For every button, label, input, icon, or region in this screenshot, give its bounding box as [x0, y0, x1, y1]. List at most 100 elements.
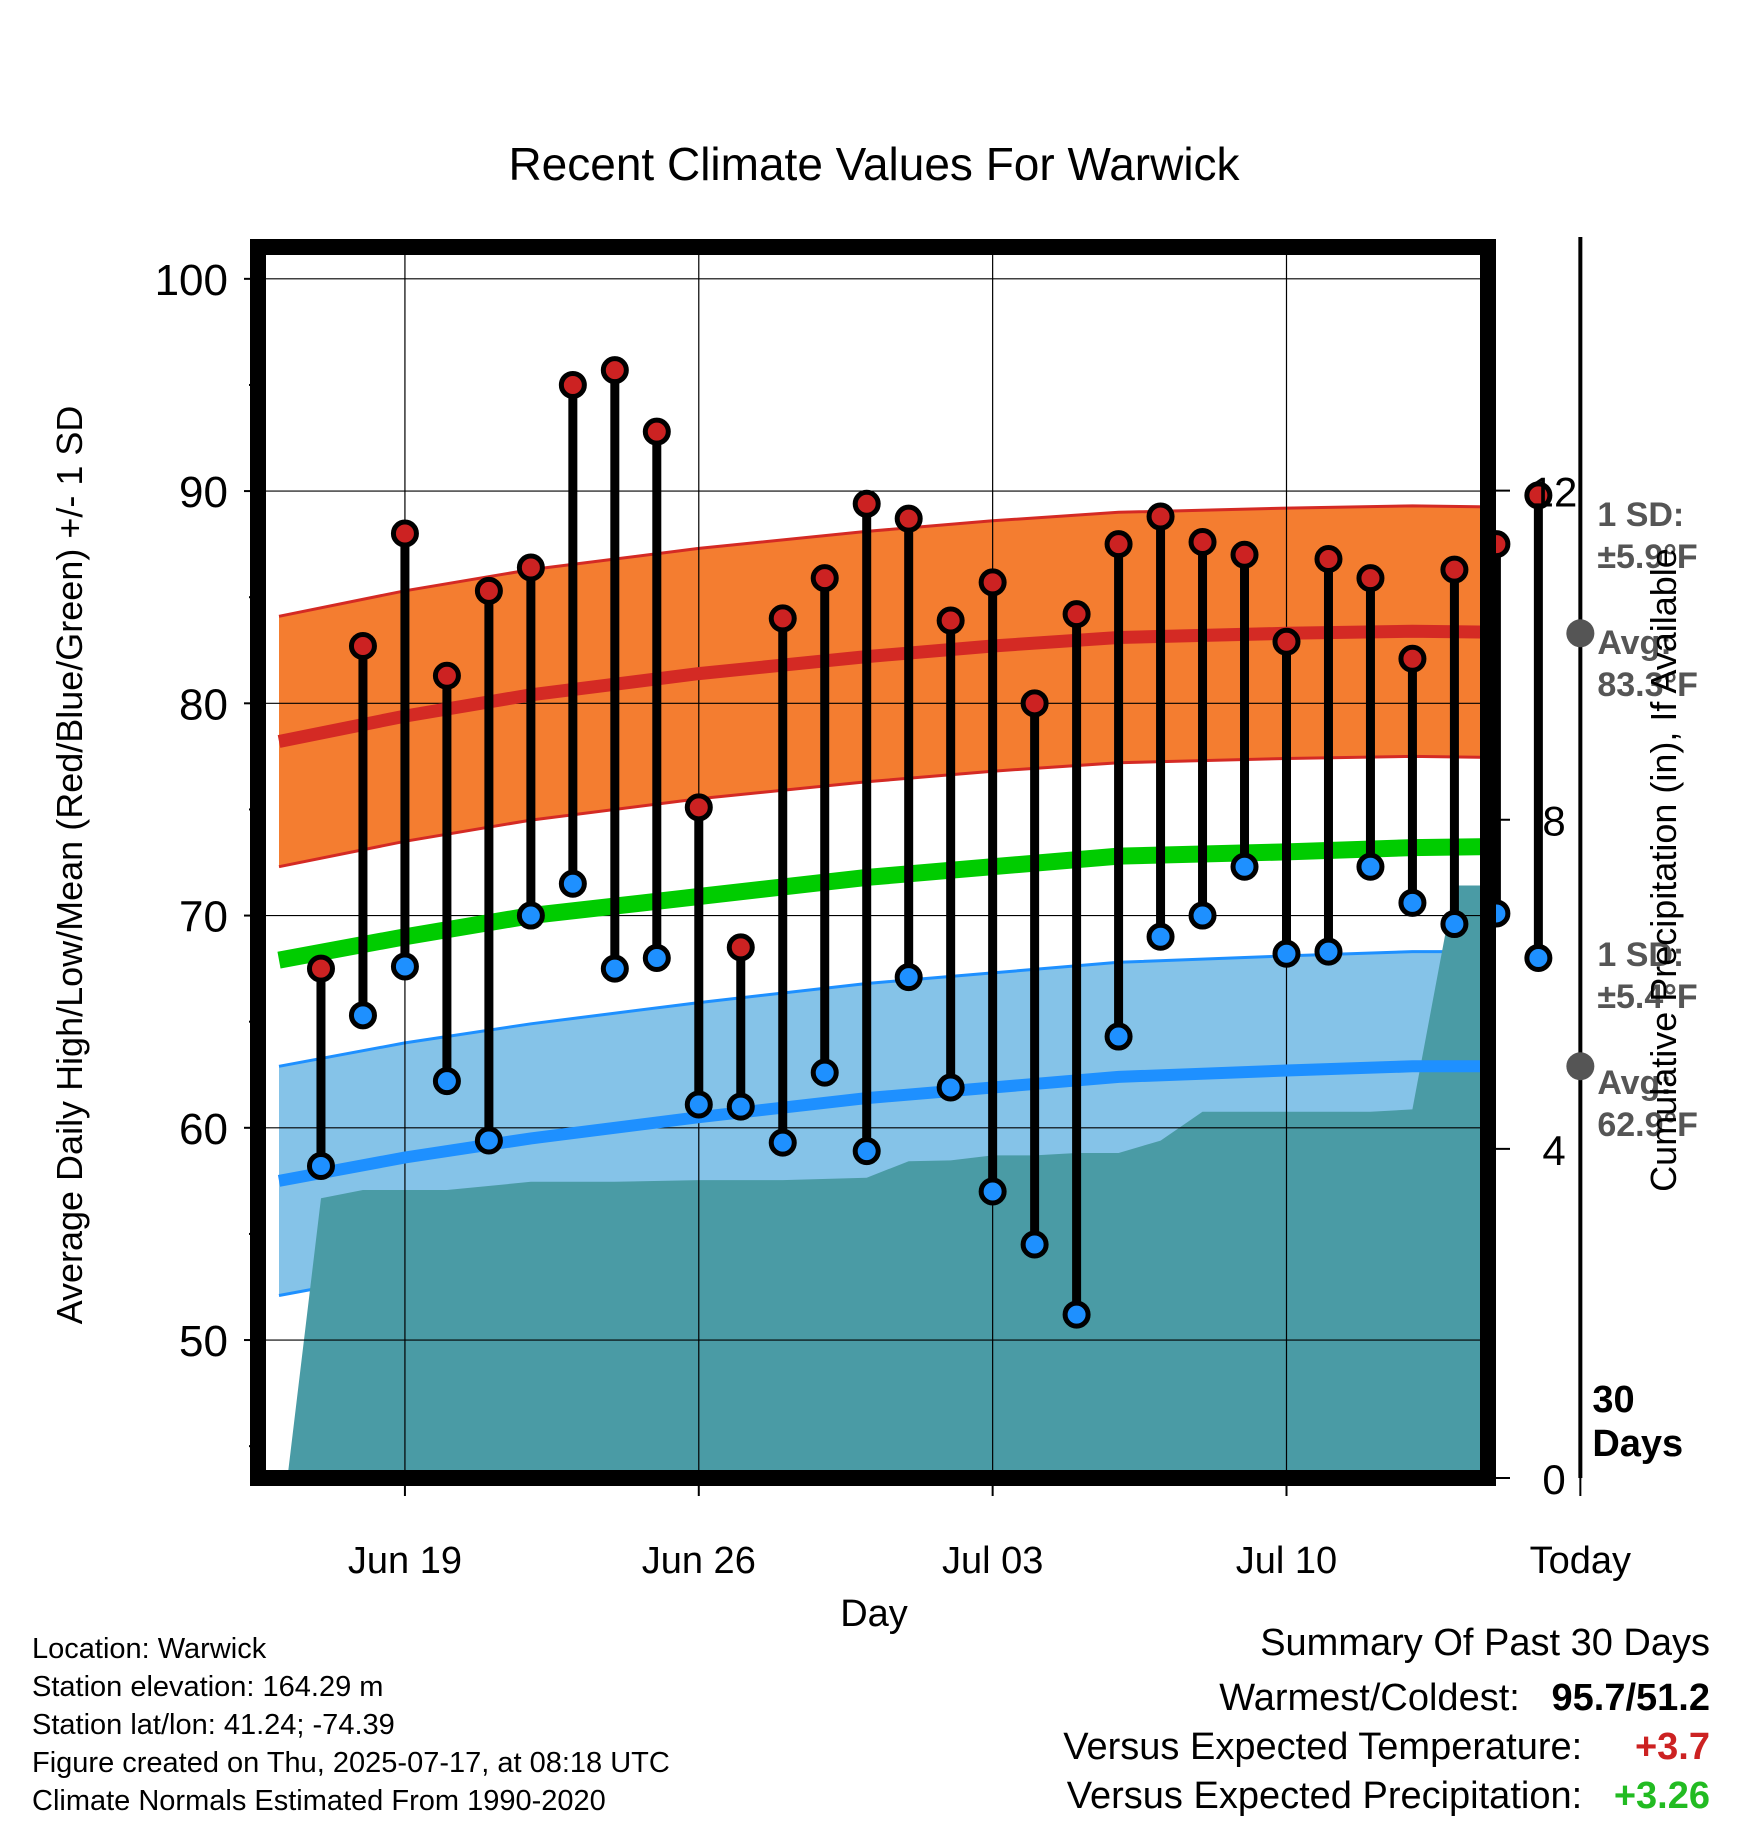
y-tick-label-left: 100	[155, 256, 228, 305]
x-tick-label: Jul 03	[942, 1540, 1043, 1582]
low-point	[1104, 1022, 1133, 1051]
low-avg-annotation: Avg: 62.9°F	[1597, 1064, 1698, 1144]
high-point	[1062, 600, 1091, 629]
low-point	[810, 1058, 839, 1087]
low-avg-annotation-line: Avg:	[1597, 1064, 1671, 1102]
x-axis-label: Day	[840, 1593, 908, 1635]
high-point	[1356, 564, 1385, 593]
x-tick-label: Jul 10	[1236, 1540, 1337, 1582]
temp-value: +3.7	[1634, 1726, 1710, 1768]
y-axis-label-right: Cumulative Precipitation (in), If Availa…	[1643, 548, 1684, 1192]
y-tick-label-right: 0	[1542, 1456, 1565, 1503]
high-sd-band	[279, 505, 1488, 867]
plot-inner	[258, 247, 1488, 1478]
low-point	[978, 1177, 1007, 1206]
low-point	[1020, 1230, 1049, 1259]
low-point	[516, 901, 545, 930]
low-point	[1230, 852, 1259, 881]
high-sd-upper-edge	[278, 504, 1488, 618]
y-tick-label-left: 70	[179, 893, 228, 942]
chart-title: Recent Climate Values For Warwick	[508, 138, 1240, 190]
y-tick-label-right: 4	[1542, 1127, 1565, 1174]
station-info: Location: Warwick Station elevation: 164…	[32, 1630, 670, 1820]
low-point	[1146, 922, 1175, 951]
low-sd-annotation: 1 SD: ±5.4°F	[1597, 936, 1697, 1016]
days-label: 30 Days	[1592, 1379, 1683, 1465]
high-point	[936, 606, 965, 635]
low-point	[1398, 888, 1427, 917]
low-point	[1440, 910, 1469, 939]
precip-label: Versus Expected Precipitation:	[1066, 1775, 1583, 1817]
high-avg-annotation: Avg: 83.3°F	[1597, 624, 1698, 704]
high-point	[432, 661, 461, 690]
y-tick-label-left: 50	[179, 1317, 228, 1366]
high-point	[1272, 627, 1301, 656]
high-point	[474, 576, 503, 605]
y-tick-label-left: 90	[179, 468, 228, 517]
low-point	[894, 963, 923, 992]
info-latlon: Station lat/lon: 41.24; -74.39	[32, 1709, 395, 1741]
high-point	[1230, 540, 1259, 569]
low-point	[1524, 944, 1553, 973]
x-tick-label: Jun 19	[348, 1540, 462, 1582]
summary-precip: Versus Expected Precipitation: +3.26	[1063, 1775, 1710, 1818]
high-point	[810, 564, 839, 593]
summary-warm-cold: Warmest/Coldest: 95.7/51.2	[1063, 1677, 1710, 1720]
low-point	[1188, 901, 1217, 930]
low-point	[768, 1128, 797, 1157]
low-point	[852, 1137, 881, 1166]
low-point	[348, 1001, 377, 1030]
plot-area: 1 SD: ±5.9°F Avg: 83.3°F 1 SD: ±5.4°F Avg: 62.9…	[155, 237, 1698, 1582]
high-point	[1104, 530, 1133, 559]
high-point	[1398, 644, 1427, 673]
low-point	[1356, 852, 1385, 881]
mean-avg-line	[277, 838, 1488, 969]
high-point	[1524, 481, 1553, 510]
high-point	[684, 793, 713, 822]
low-point	[684, 1090, 713, 1119]
summary-title: Summary Of Past 30 Days	[1260, 1622, 1710, 1664]
y-tick-label-left: 80	[179, 680, 228, 729]
low-point	[474, 1126, 503, 1155]
high-avg-annotation-line: 83.3°F	[1597, 666, 1698, 704]
summary-panel: Summary Of Past 30 Days Warmest/Coldest:…	[1063, 1622, 1710, 1818]
high-point	[348, 632, 377, 661]
warm-cold-value: 95.7/51.2	[1551, 1677, 1710, 1719]
plot-frame	[250, 239, 1496, 1486]
y-axis-label-left: Average Daily High/Low/Mean (Red/Blue/Gr…	[49, 406, 90, 1325]
high-sd-lower-edge	[278, 754, 1488, 869]
info-location: Location: Warwick	[32, 1633, 267, 1665]
low-point	[1272, 939, 1301, 968]
high-point	[768, 604, 797, 633]
high-sd-annotation: 1 SD: ±5.9°F	[1597, 496, 1697, 576]
high-point	[894, 504, 923, 533]
low-point	[726, 1092, 755, 1121]
low-point	[642, 944, 671, 973]
high-point	[390, 519, 419, 548]
high-point	[558, 370, 587, 399]
high-point	[1020, 689, 1049, 718]
days-label-line: Days	[1592, 1423, 1683, 1465]
high-point	[726, 933, 755, 962]
y-tick-label-right: 12	[1531, 469, 1578, 516]
low-sd-upper-edge	[278, 950, 1488, 1068]
low-point	[390, 952, 419, 981]
x-tick-label: Today	[1530, 1540, 1631, 1582]
low-point	[432, 1067, 461, 1096]
low-sd-annotation-line: 1 SD:	[1597, 936, 1684, 974]
high-point	[600, 356, 629, 385]
low-point	[558, 869, 587, 898]
low-point	[936, 1073, 965, 1102]
today-high-avg-marker	[1566, 619, 1595, 648]
low-avg-annotation-line: 62.9°F	[1597, 1106, 1698, 1144]
high-sd-annotation-line: ±5.9°F	[1597, 538, 1697, 576]
high-avg-line	[277, 624, 1488, 748]
high-sd-annotation-line: 1 SD:	[1597, 496, 1684, 534]
high-point	[516, 553, 545, 582]
x-tick-label: Jun 26	[642, 1540, 756, 1582]
low-point	[306, 1152, 335, 1181]
low-sd-annotation-line: ±5.4°F	[1597, 978, 1697, 1016]
low-avg-line	[277, 1060, 1488, 1187]
high-point	[1188, 528, 1217, 557]
high-point	[306, 954, 335, 983]
